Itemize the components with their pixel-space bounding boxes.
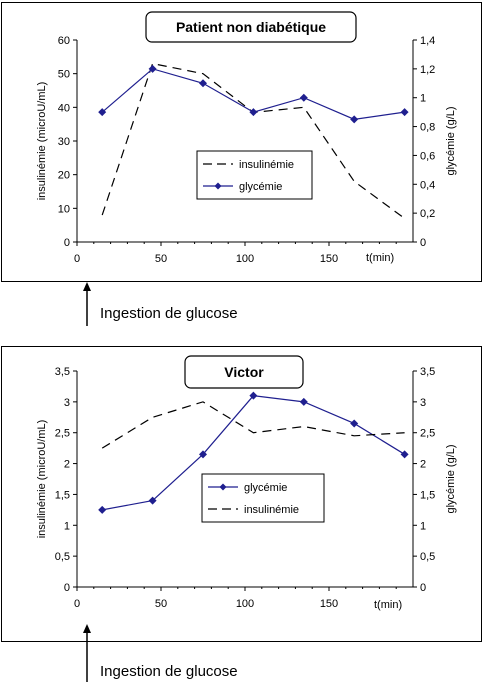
y-tick-label-right: 0,2 <box>420 208 435 220</box>
data-point-glycemie <box>299 93 308 102</box>
chart-title: Patient non diabétique <box>176 19 326 35</box>
x-tick-label: 150 <box>320 598 338 610</box>
y-tick-label-left: 0,5 <box>55 551 70 563</box>
y-axis-label-right: glycémie (g/L) <box>445 444 457 513</box>
legend-marker-glycemie <box>214 182 222 190</box>
y-axis-label-right: glycémie (g/L) <box>445 106 457 175</box>
x-tick-label: 50 <box>155 598 167 610</box>
data-point-glycemie <box>98 505 107 514</box>
y-tick-label-left: 3,5 <box>55 366 70 378</box>
data-point-glycemie <box>350 115 359 124</box>
chart-title: Victor <box>224 364 264 380</box>
y-tick-label-left: 40 <box>58 102 70 114</box>
data-point-glycemie <box>148 64 157 73</box>
x-tick-label: 50 <box>155 253 167 265</box>
y-tick-label-right: 1,4 <box>420 35 435 47</box>
caption-ingestion-2: Ingestion de glucose <box>100 663 238 680</box>
chart-panel-non-diabetic: 0 10 20 30 40 50 60 0 0,2 0,4 0,6 0,8 1 1,2 1,4 0 50 100 1… <box>1 2 482 282</box>
legend-label-insulinemie: insulinémie <box>244 504 299 516</box>
chart-title-box <box>145 11 357 43</box>
x-tick-label: 100 <box>236 253 254 265</box>
y-tick-label-right: 0,5 <box>420 551 435 563</box>
y-tick-label-right: 0,6 <box>420 150 435 162</box>
y-tick-label-right: 3,5 <box>420 366 435 378</box>
data-point-glycemie <box>350 419 359 428</box>
y-tick-label-left: 10 <box>58 203 70 215</box>
legend-label-glycemie: glycémie <box>244 482 287 494</box>
y-tick-label-left: 0 <box>64 237 70 249</box>
y-tick-label-right: 1,5 <box>420 489 435 501</box>
y-tick-label-left: 1 <box>64 520 70 532</box>
chart-title-box <box>184 355 304 389</box>
y-tick-label-right: 0 <box>420 237 426 249</box>
x-tick-label: 100 <box>236 598 254 610</box>
legend-label-glycemie: glycémie <box>239 181 282 193</box>
series-line-insulinemie <box>101 401 405 449</box>
data-point-glycemie <box>400 108 409 117</box>
data-point-glycemie <box>199 79 207 88</box>
y-tick-label-left: 2,5 <box>55 428 70 440</box>
legend-box <box>201 473 325 523</box>
y-tick-label-left: 30 <box>58 136 70 148</box>
chart-panel-victor: 0 0,5 1 1,5 2 2,5 3 3,5 0 0,5 1 1,5 2 2,5 3 3,5 0 50 100 15… <box>1 346 482 642</box>
x-tick-label: 0 <box>74 253 80 265</box>
chart-svg-non-diabetic: 0 10 20 30 40 50 60 0 0,2 0,4 0,6 0,8 1 1,2 1,4 0 50 100 1… <box>36 11 457 265</box>
ingestion-arrow-1 <box>83 282 91 326</box>
legend-label-insulinemie: insulinémie <box>239 159 294 171</box>
legend-marker-glycemie <box>219 483 227 491</box>
y-tick-label-left: 1,5 <box>55 489 70 501</box>
legend-box <box>196 150 313 200</box>
y-tick-label-right: 3 <box>420 397 426 409</box>
chart-svg-victor: 0 0,5 1 1,5 2 2,5 3 3,5 0 0,5 1 1,5 2 2,5 3 3,5 0 50 100 15… <box>36 355 457 611</box>
data-point-glycemie <box>98 108 107 117</box>
y-tick-label-left: 0 <box>64 582 70 594</box>
y-tick-label-right: 0,4 <box>420 179 435 191</box>
caption-ingestion-1: Ingestion de glucose <box>100 305 238 322</box>
y-tick-label-right: 1 <box>420 93 426 105</box>
y-tick-label-left: 20 <box>58 170 70 182</box>
y-tick-label-right: 2 <box>420 459 426 471</box>
data-point-glycemie <box>148 496 157 505</box>
y-axis-label-left: insulinémie (microU/mL) <box>36 82 48 201</box>
x-axis-label: t(min) <box>366 252 394 264</box>
data-point-glycemie <box>400 450 409 459</box>
y-tick-label-right: 1,2 <box>420 64 435 76</box>
y-tick-label-left: 60 <box>58 35 70 47</box>
y-tick-label-left: 3 <box>64 397 70 409</box>
x-tick-label: 0 <box>74 598 80 610</box>
y-tick-label-left: 50 <box>58 69 70 81</box>
y-axis-label-left: insulinémie (microU/mL) <box>36 420 48 539</box>
x-tick-label: 150 <box>320 253 338 265</box>
x-axis-label: t(min) <box>374 599 402 611</box>
y-tick-label-right: 0,8 <box>420 122 435 134</box>
data-point-glycemie <box>249 391 258 400</box>
y-tick-label-right: 2,5 <box>420 428 435 440</box>
data-point-glycemie <box>249 108 258 117</box>
y-tick-label-right: 0 <box>420 582 426 594</box>
data-point-glycemie <box>199 450 207 459</box>
ingestion-arrow-2 <box>83 624 91 682</box>
y-tick-label-right: 1 <box>420 520 426 532</box>
data-point-glycemie <box>299 397 308 406</box>
y-tick-label-left: 2 <box>64 459 70 471</box>
